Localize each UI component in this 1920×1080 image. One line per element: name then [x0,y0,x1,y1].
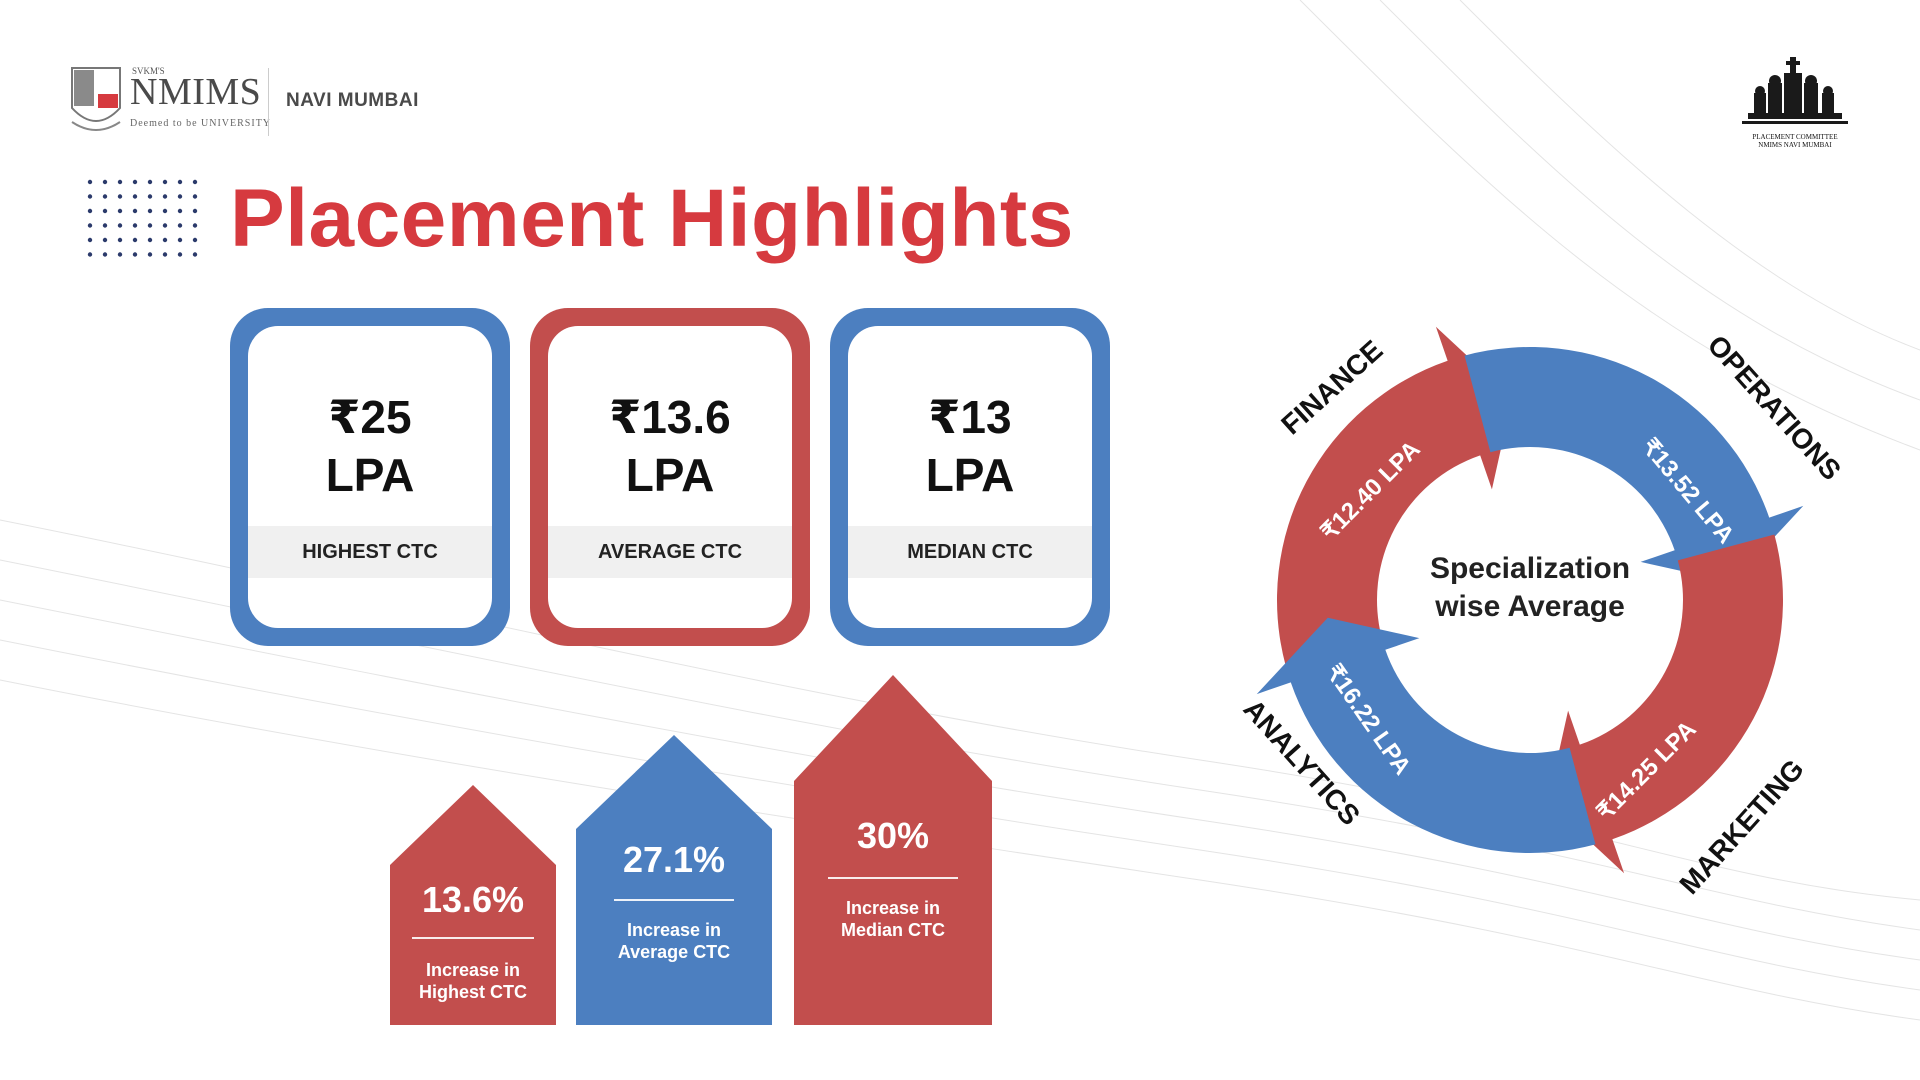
grid-dot [87,179,93,185]
grid-dot [147,194,153,199]
grid-dot [132,194,138,199]
logo-tagline-text: Deemed to be UNIVERSITY [130,118,272,129]
grid-dot [162,179,168,185]
grid-dot [147,208,153,214]
grid-dot [177,252,183,257]
grid-dot [117,252,123,257]
grid-dot [102,179,108,185]
arrow-divider [412,937,534,939]
grid-dot [117,208,123,214]
placement-committee-logo: PLACEMENT COMMITTEE NMIMS NAVI MUMBAI [1740,55,1850,155]
grid-dot [102,223,108,228]
grid-dot [192,223,198,228]
arrow-divider [828,877,958,879]
grid-dot [87,252,93,257]
arrow-up-shape [390,785,556,1025]
finance-ring-segment [1277,326,1513,666]
grid-dot [192,179,198,185]
grid-dot [162,223,168,228]
cycle-center-line2: wise Average [1434,590,1625,623]
grid-dot [147,237,153,243]
grid-dot [177,223,183,228]
median-ctc-increase-percent: 30% [856,815,930,856]
chess-pieces-icon [1742,57,1848,124]
average-ctc-value: ₹13.6 LPA [609,391,731,501]
grid-dot [162,194,168,199]
grid-dot [177,237,183,243]
grid-dot [192,237,198,243]
cycle-center-line1: Specialization [1430,552,1630,585]
average-ctc-label: AVERAGE CTC [548,526,792,578]
grid-dot [132,208,138,214]
grid-dot [177,194,183,199]
grid-dot [147,179,153,185]
median-ctc-label: MEDIAN CTC [848,526,1092,578]
grid-dot [117,237,123,243]
average-ctc-increase-arrow: 27.1% Increase in Average CTC [576,735,772,1025]
highest-ctc-increase-percent: 13.6% [421,879,525,920]
grid-dot [192,194,198,199]
highest-ctc-label: HIGHEST CTC [248,526,492,578]
logo-svkm-text: SVKM'S [132,66,165,76]
university-logo: SVKM'S NMIMS Deemed to be UNIVERSITY NAV… [68,62,428,142]
grid-dot [102,208,108,214]
campus-label: NAVI MUMBAI [286,90,419,111]
grid-dot [102,237,108,243]
average-ctc-increase-desc: Increase in Average CTC [617,920,731,962]
page-title: Placement Highlights [230,173,1074,264]
grid-dot [132,237,138,243]
grid-dot [117,223,123,228]
highest-ctc-increase-arrow: 13.6% Increase in Highest CTC [390,785,556,1025]
grid-dot [132,223,138,228]
grid-dot [147,252,153,257]
shield-icon [71,67,121,131]
arrow-up-shape [576,735,772,1025]
grid-dot [87,194,93,199]
grid-dot [177,208,183,214]
logo-name-text: NMIMS [130,71,262,113]
median-ctc-increase-arrow: 30% Increase in Median CTC [794,675,992,1025]
median-ctc-value: ₹13 LPA [925,391,1015,501]
grid-dot [102,252,108,257]
median-ctc-increase-desc: Increase in Median CTC [840,898,945,940]
grid-dot [162,208,168,214]
specialization-cycle-diagram: Specialization wise Average FINANCE OPER… [1238,326,1847,900]
dot-grid-decoration [87,179,198,257]
grid-dot [192,208,198,214]
arrow-up-shape [794,675,992,1025]
grid-dot [117,194,123,199]
grid-dot [117,179,123,185]
operations-ring-segment [1464,347,1804,583]
grid-dot [87,223,93,228]
highest-ctc-card: ₹25 LPA HIGHEST CTC [230,308,510,646]
average-ctc-increase-percent: 27.1% [622,839,726,880]
grid-dot [192,252,198,257]
grid-dot [177,179,183,185]
grid-dot [132,252,138,257]
highest-ctc-increase-desc: Increase in Highest CTC [419,960,527,1002]
grid-dot [87,237,93,243]
grid-dot [162,237,168,243]
grid-dot [102,194,108,199]
grid-dot [87,208,93,214]
median-ctc-card: ₹13 LPA MEDIAN CTC [830,308,1110,646]
analytics-ring-segment [1256,617,1596,853]
committee-caption: PLACEMENT COMMITTEE NMIMS NAVI MUMBAI [1752,133,1838,149]
grid-dot [132,179,138,185]
grid-dot [162,252,168,257]
average-ctc-card: ₹13.6 LPA AVERAGE CTC [530,308,810,646]
grid-dot [147,223,153,228]
arrow-divider [614,899,734,901]
logo-divider [268,68,269,136]
highest-ctc-value: ₹25 LPA [325,391,415,501]
marketing-ring-segment [1547,534,1783,874]
